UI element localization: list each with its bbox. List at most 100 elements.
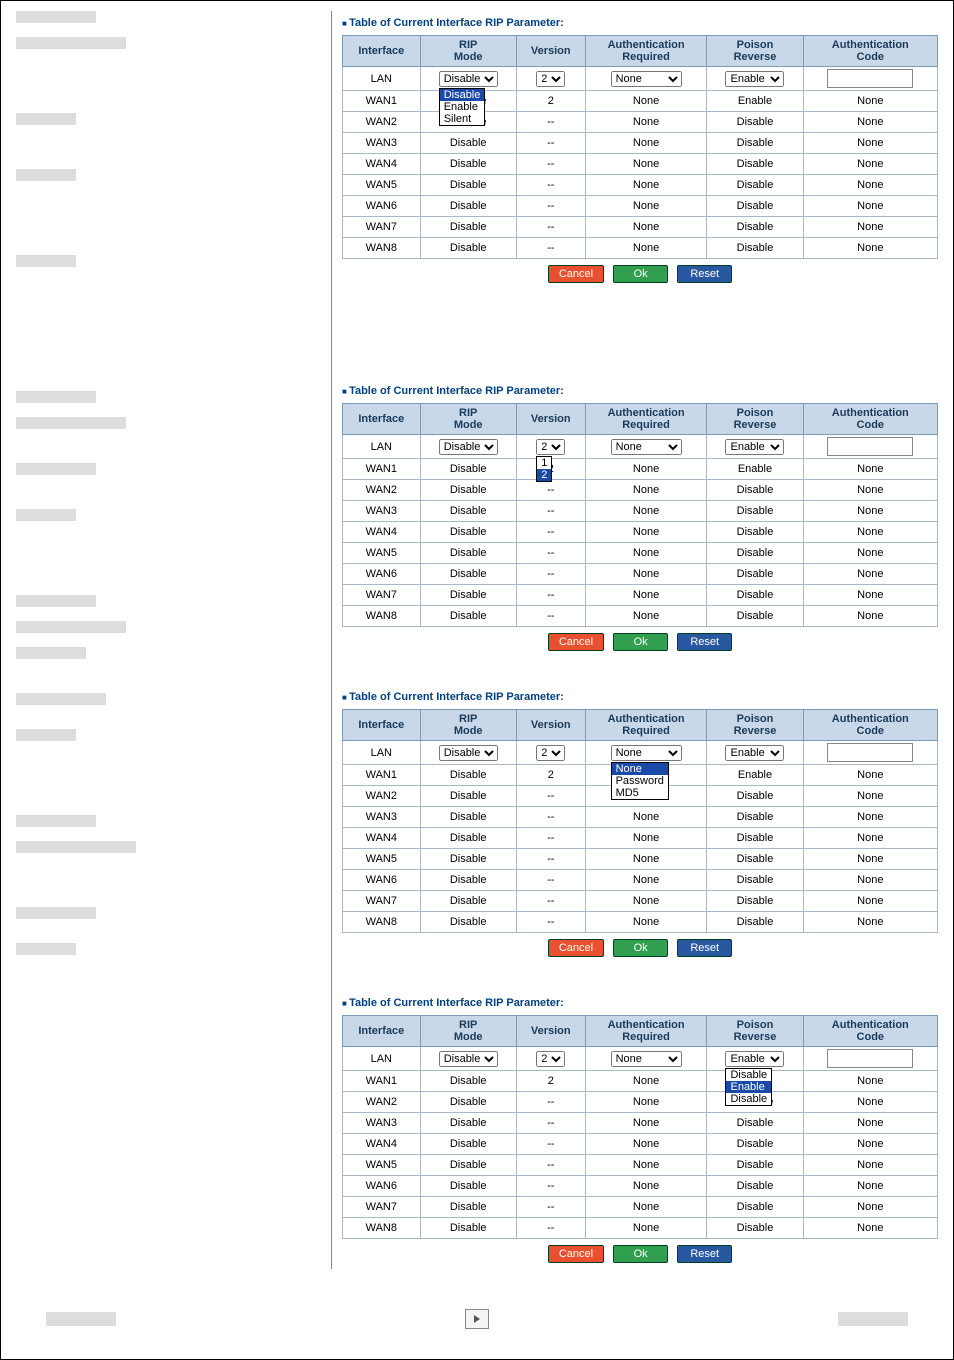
- mode-cell: Disable: [420, 912, 516, 933]
- interface-cell: WAN7: [343, 217, 421, 238]
- column-header: AuthenticationRequired: [585, 1016, 707, 1047]
- code-cell: None: [803, 501, 937, 522]
- mode-cell: Disable: [420, 1197, 516, 1218]
- column-header: PoisonReverse: [707, 36, 803, 67]
- auth-dropdown-list[interactable]: NonePasswordMD5: [611, 762, 669, 800]
- poison-cell: Disable: [707, 1218, 803, 1239]
- code-cell: None: [803, 112, 937, 133]
- poison-select[interactable]: DisableEnable: [725, 439, 784, 455]
- poison-select[interactable]: DisableEnable: [725, 71, 784, 87]
- rip-mode-select[interactable]: DisableEnableSilent: [439, 745, 498, 761]
- interface-cell: WAN5: [343, 1155, 421, 1176]
- version-cell: --: [516, 522, 585, 543]
- auth-code-input[interactable]: [827, 69, 913, 88]
- sidebar-placeholder: [16, 693, 106, 705]
- rip-mode-select[interactable]: DisableEnableSilent: [439, 71, 498, 87]
- dropdown-option[interactable]: Disable: [726, 1069, 771, 1081]
- button-row: Cancel Ok Reset: [342, 259, 938, 289]
- auth-code-input[interactable]: [827, 437, 913, 456]
- dropdown-option[interactable]: 2: [537, 469, 551, 481]
- code-cell: None: [803, 1176, 937, 1197]
- dropdown-option[interactable]: Enable: [726, 1081, 771, 1093]
- column-header: Interface: [343, 36, 421, 67]
- dropdown-option[interactable]: Silent: [440, 113, 485, 125]
- version-cell: --: [516, 912, 585, 933]
- dropdown-option[interactable]: None: [612, 763, 668, 775]
- rip-mode-dropdown-list[interactable]: DisableEnableSilent: [439, 88, 486, 126]
- version-cell: --: [516, 543, 585, 564]
- dropdown-option[interactable]: Password: [612, 775, 668, 787]
- ok-button[interactable]: Ok: [613, 939, 668, 957]
- version-select[interactable]: 12: [536, 439, 565, 455]
- interface-cell: WAN7: [343, 585, 421, 606]
- dropdown-option[interactable]: Disable: [440, 89, 485, 101]
- poison-select[interactable]: DisableEnable: [725, 1051, 784, 1067]
- interface-cell: WAN2: [343, 786, 421, 807]
- mode-cell: Disable: [420, 175, 516, 196]
- mode-cell: Disable: [420, 196, 516, 217]
- dropdown-option[interactable]: Disable: [726, 1093, 771, 1105]
- interface-cell: WAN4: [343, 522, 421, 543]
- table-row: WAN6 Disable -- None Disable None: [343, 1176, 938, 1197]
- version-dropdown-list[interactable]: 12: [536, 456, 552, 482]
- ok-button[interactable]: Ok: [613, 633, 668, 651]
- version-select[interactable]: 12: [536, 745, 565, 761]
- version-select[interactable]: 12: [536, 71, 565, 87]
- dropdown-option[interactable]: MD5: [612, 787, 668, 799]
- mode-cell: Disable: [420, 585, 516, 606]
- poison-select[interactable]: DisableEnable: [725, 745, 784, 761]
- reset-button[interactable]: Reset: [677, 939, 732, 957]
- interface-cell: WAN2: [343, 1092, 421, 1113]
- version-select[interactable]: 12: [536, 1051, 565, 1067]
- ok-button[interactable]: Ok: [613, 265, 668, 283]
- code-cell: None: [803, 891, 937, 912]
- interface-cell: WAN8: [343, 238, 421, 259]
- auth-select[interactable]: NonePasswordMD5: [611, 1051, 682, 1067]
- auth-select[interactable]: NonePasswordMD5: [611, 745, 682, 761]
- dropdown-option[interactable]: Enable: [440, 101, 485, 113]
- table-row: WAN2 Disable -- None Disable None: [343, 480, 938, 501]
- code-cell: None: [803, 870, 937, 891]
- sidebar-placeholder: [16, 595, 96, 607]
- poison-cell: Disable: [707, 891, 803, 912]
- interface-cell: WAN2: [343, 112, 421, 133]
- cancel-button[interactable]: Cancel: [548, 633, 604, 651]
- auth-code-input[interactable]: [827, 1049, 913, 1068]
- version-cell: --: [516, 217, 585, 238]
- sidebar-placeholder: [16, 907, 96, 919]
- reset-button[interactable]: Reset: [677, 265, 732, 283]
- auth-select[interactable]: NonePasswordMD5: [611, 439, 682, 455]
- interface-cell: WAN7: [343, 891, 421, 912]
- auth-cell: None: [585, 480, 707, 501]
- code-cell: None: [803, 807, 937, 828]
- poison-dropdown-list[interactable]: DisableEnableDisable: [725, 1068, 772, 1106]
- cancel-button[interactable]: Cancel: [548, 939, 604, 957]
- rip-parameter-table: InterfaceRIPModeVersionAuthenticationReq…: [342, 1015, 938, 1239]
- interface-cell: WAN1: [343, 765, 421, 786]
- column-header: Interface: [343, 404, 421, 435]
- version-cell: --: [516, 1197, 585, 1218]
- auth-code-input[interactable]: [827, 743, 913, 762]
- auth-select[interactable]: NonePasswordMD5: [611, 71, 682, 87]
- column-header: AuthenticationRequired: [585, 36, 707, 67]
- cancel-button[interactable]: Cancel: [548, 265, 604, 283]
- code-cell: None: [803, 522, 937, 543]
- rip-parameter-table: InterfaceRIPModeVersionAuthenticationReq…: [342, 35, 938, 259]
- rip-mode-select[interactable]: DisableEnableSilent: [439, 1051, 498, 1067]
- reset-button[interactable]: Reset: [677, 633, 732, 651]
- interface-cell: WAN3: [343, 133, 421, 154]
- table-row: WAN1 Disable 2 None Enable None: [343, 459, 938, 480]
- mode-cell: Disable: [420, 849, 516, 870]
- code-cell: None: [803, 238, 937, 259]
- cancel-button[interactable]: Cancel: [548, 1245, 604, 1263]
- dropdown-option[interactable]: 1: [537, 457, 551, 469]
- reset-button[interactable]: Reset: [677, 1245, 732, 1263]
- footer-placeholder: [46, 1312, 116, 1326]
- mode-cell: Disable: [420, 1134, 516, 1155]
- play-button[interactable]: [465, 1309, 489, 1329]
- ok-button[interactable]: Ok: [613, 1245, 668, 1263]
- rip-mode-select[interactable]: DisableEnableSilent: [439, 439, 498, 455]
- code-cell: None: [803, 196, 937, 217]
- button-row: Cancel Ok Reset: [342, 627, 938, 657]
- section-title: Table of Current Interface RIP Parameter…: [342, 997, 938, 1009]
